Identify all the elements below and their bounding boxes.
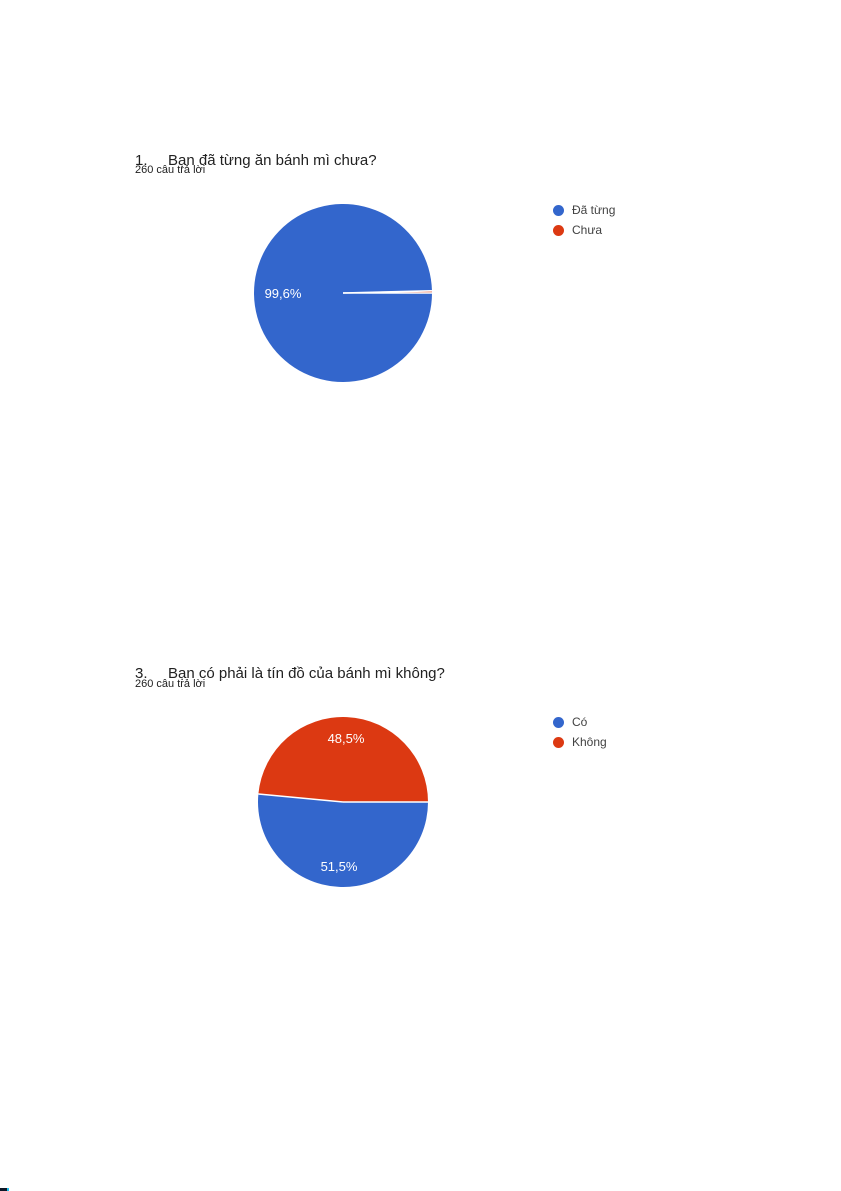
pie-slice-Không <box>258 717 428 802</box>
question-title: 1. Bạn đã từng ăn bánh mì chưa? <box>135 151 377 170</box>
legend-color-dot-blue <box>553 204 564 216</box>
slice-percentage-label: 99,6% <box>265 286 302 301</box>
question-title: 3. Bạn có phải là tín đồ của bánh mì khô… <box>135 664 445 683</box>
legend-label: Chưa <box>572 223 603 237</box>
question-text: Bạn có phải là tín đồ của bánh mì không? <box>168 665 445 683</box>
question-number: 3. <box>135 665 148 683</box>
legend-item: Chưa <box>553 220 615 240</box>
legend-color-dot-red <box>553 224 564 236</box>
page-corner-artifact <box>0 1188 9 1191</box>
slice-percentage-label: 51,5% <box>321 859 358 874</box>
legend-chart-3: Có Không <box>553 712 607 752</box>
pie-slice-Có <box>258 794 428 887</box>
response-count: 260 câu trả lời <box>135 678 206 690</box>
legend-color-dot-blue <box>553 716 564 728</box>
legend-item: Có <box>553 712 607 732</box>
slice-percentage-label: 48,5% <box>328 731 365 746</box>
question-number: 1. <box>135 152 148 170</box>
pie-separators <box>342 289 432 294</box>
corner-artifact-cyan <box>7 1188 9 1191</box>
legend-label: Không <box>572 735 607 749</box>
pie-slices <box>258 717 428 887</box>
corner-artifact-dark <box>0 1188 7 1191</box>
response-count: 260 câu trả lời <box>135 164 206 176</box>
pie-separators <box>258 793 428 803</box>
slice-separator <box>258 793 344 803</box>
slice-separator <box>342 289 432 294</box>
legend-color-dot-red <box>553 736 564 748</box>
legend-label: Có <box>572 715 588 729</box>
legend-chart-1: Đã từng Chưa <box>553 200 615 240</box>
legend-item: Đã từng <box>553 200 615 220</box>
legend-item: Không <box>553 732 607 752</box>
legend-label: Đã từng <box>572 203 616 217</box>
pie-chart-1: 99,6% <box>254 204 432 382</box>
question-text: Bạn đã từng ăn bánh mì chưa? <box>168 152 377 170</box>
pie-chart-3: 51,5% 48,5% <box>258 717 428 887</box>
